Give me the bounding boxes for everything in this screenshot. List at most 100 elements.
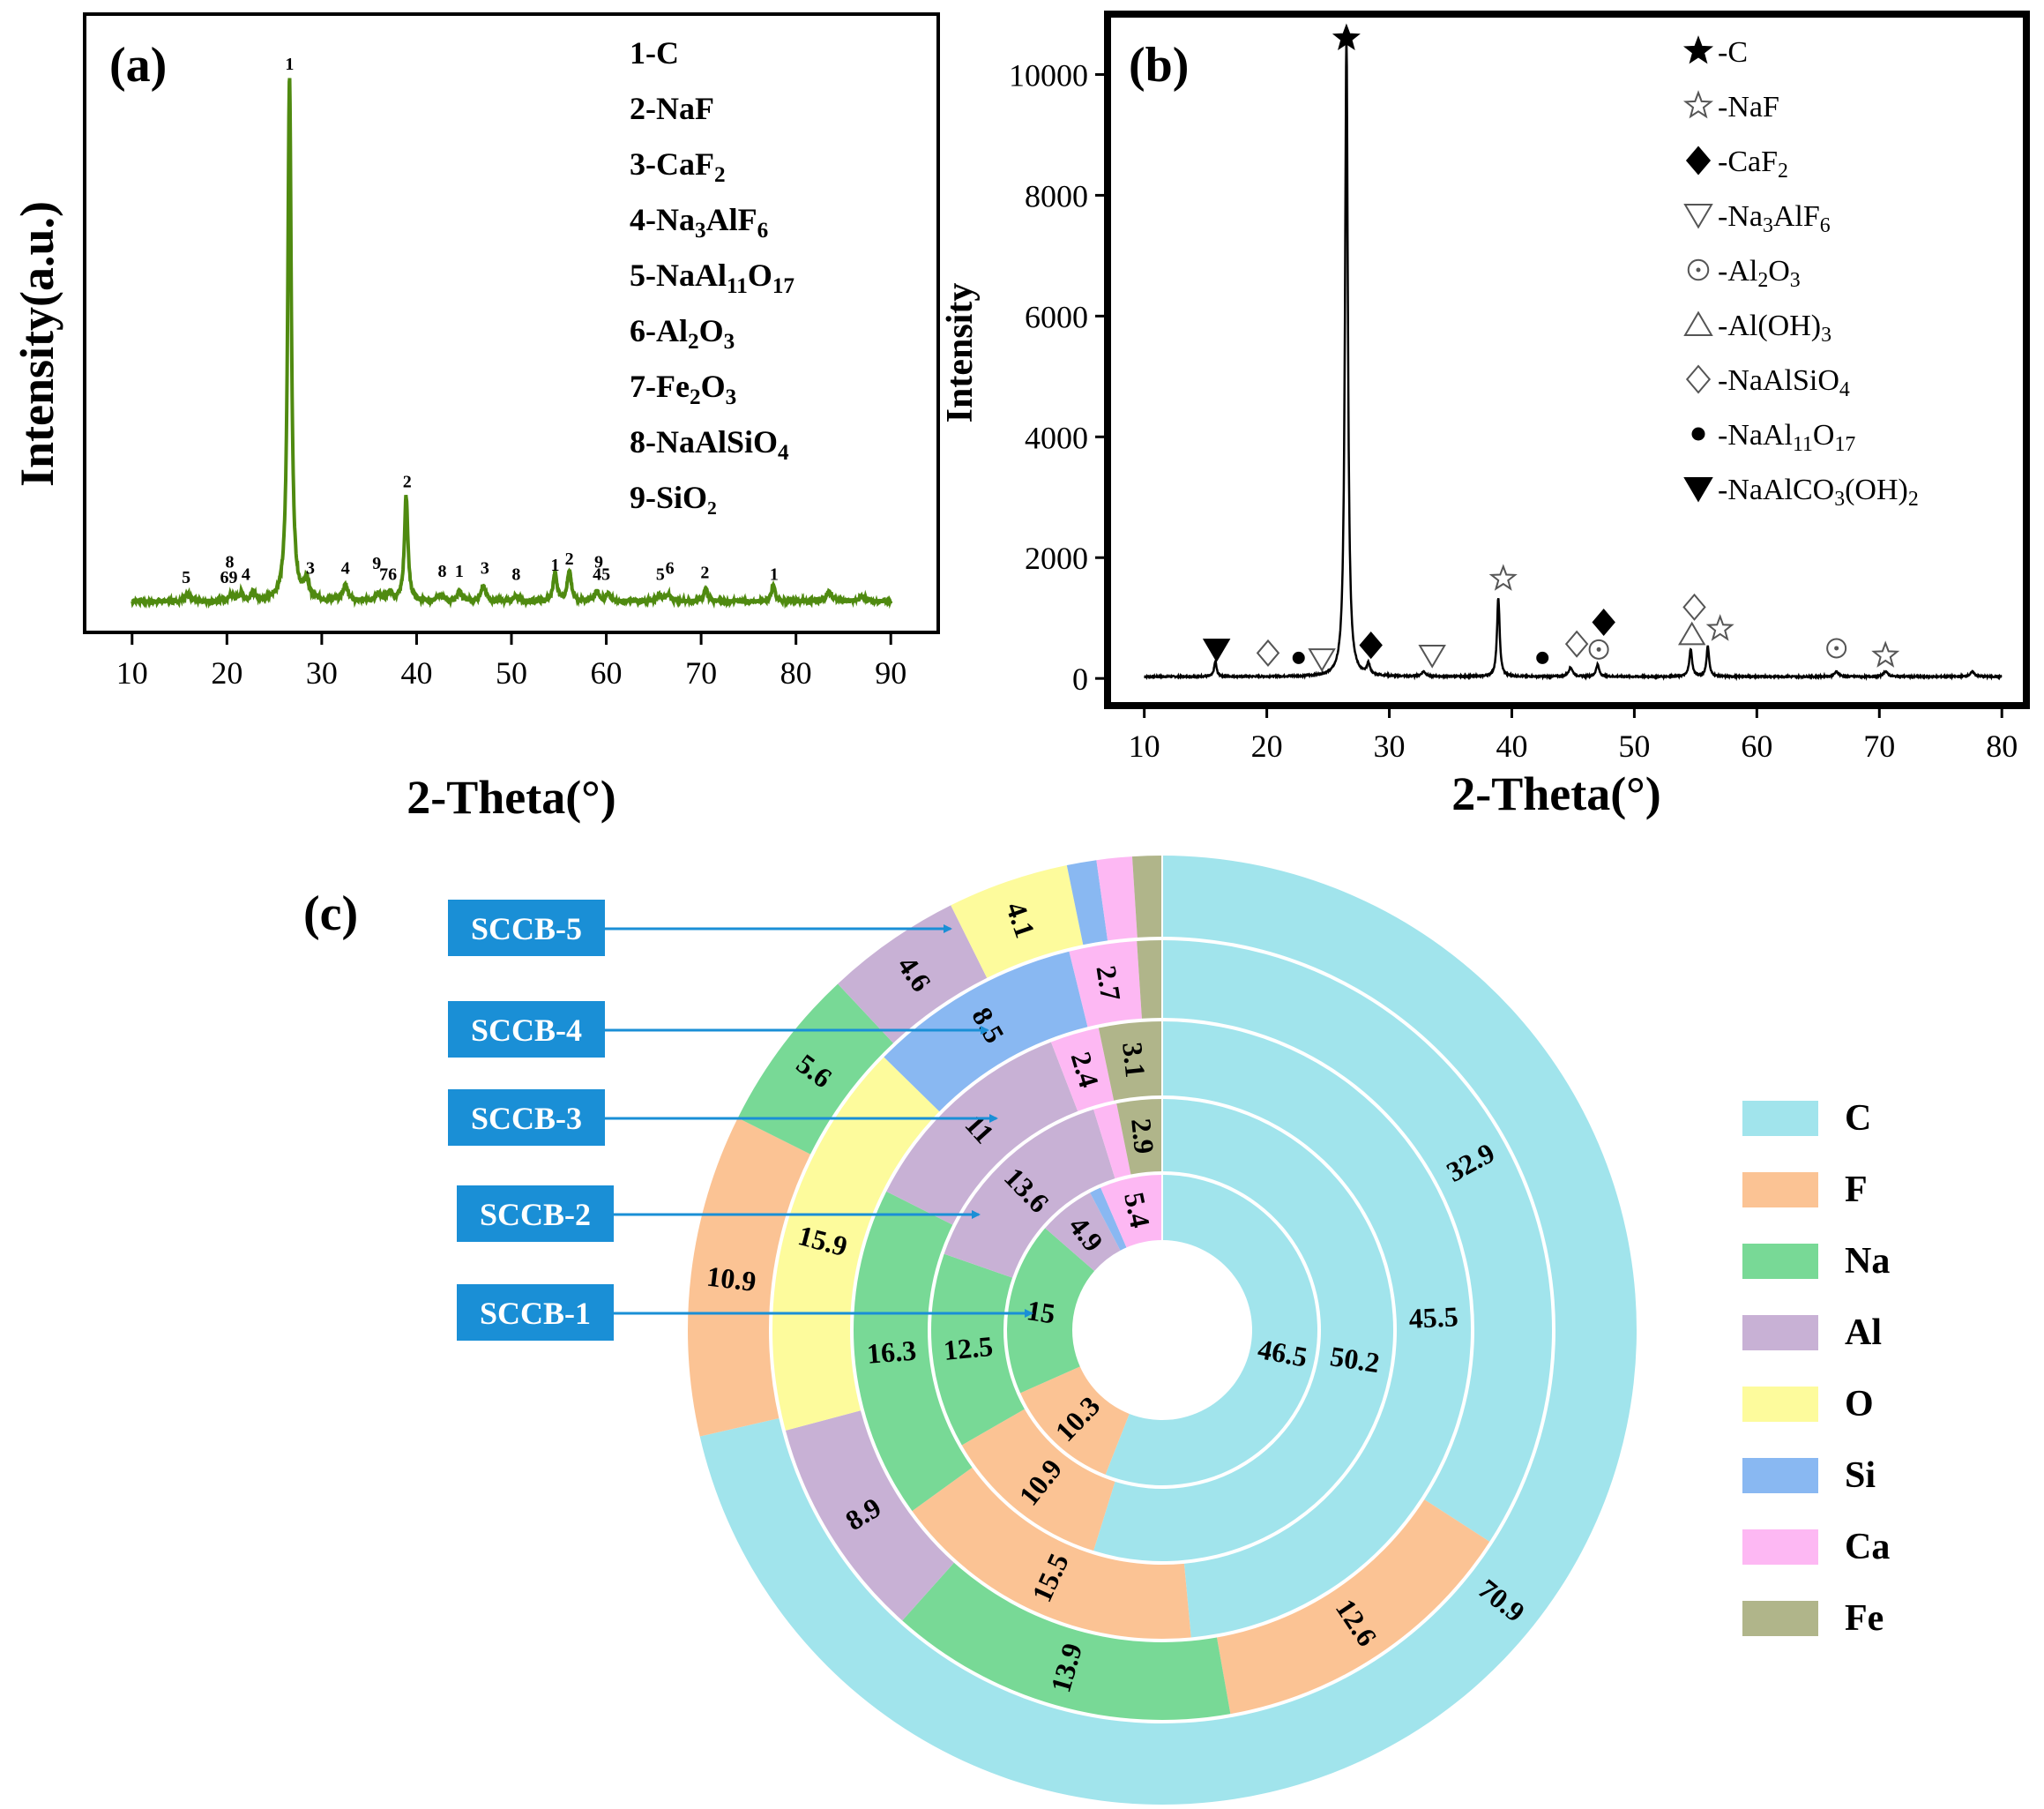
ring-segment-sccb-5-al bbox=[838, 905, 988, 1043]
diamond-filled-marker bbox=[1592, 608, 1615, 637]
ring-segment-sccb-3-c bbox=[1162, 1021, 1471, 1638]
star-open-marker bbox=[1871, 640, 1900, 668]
subscript: 17 bbox=[1834, 433, 1855, 456]
legend-text-part: NaAl bbox=[656, 258, 727, 293]
legend-text-part: -Al bbox=[1718, 255, 1757, 288]
peak-annotation: 69 bbox=[220, 568, 237, 587]
ring-segment-sccb-3-al bbox=[886, 1042, 1078, 1225]
circle-dot-center bbox=[1834, 646, 1839, 651]
peak-annotation: 3 bbox=[481, 558, 489, 578]
legend-label-c: Ca bbox=[1845, 1527, 1890, 1567]
sccb-label-box bbox=[457, 1284, 614, 1341]
ring-segment-sccb-5-na bbox=[737, 983, 894, 1155]
subscript: 3 bbox=[1834, 488, 1845, 511]
x-tick-label: 20 bbox=[1251, 729, 1283, 764]
subscript: 2 bbox=[1757, 269, 1768, 292]
legend-text-part: O bbox=[748, 258, 772, 293]
ring-segment-sccb-5-si bbox=[1066, 860, 1108, 946]
legend-label-c: F bbox=[1845, 1170, 1868, 1210]
x-tick-label: 30 bbox=[306, 655, 338, 691]
legend-text-part: CaF bbox=[656, 146, 714, 182]
peak-annotation: 76 bbox=[379, 564, 397, 584]
segment-value-label: 10.9 bbox=[705, 1260, 758, 1297]
peak-annotation: 4 bbox=[242, 564, 250, 584]
y-tick-label: 2000 bbox=[1025, 541, 1088, 576]
legend-label-c: Fe bbox=[1845, 1598, 1884, 1639]
legend-entry-b: -Al2O3 bbox=[1718, 255, 1801, 292]
peak-annotation: 5 bbox=[182, 568, 190, 587]
plot-frame bbox=[1104, 11, 2030, 709]
tri-down-filled-marker bbox=[1683, 477, 1713, 503]
sccb-label-box bbox=[448, 1089, 605, 1146]
peak-annotation: 1 bbox=[455, 562, 464, 581]
subscript: 2 bbox=[714, 163, 726, 187]
subscript: 3 bbox=[726, 385, 737, 409]
legend-text-part: (OH) bbox=[1845, 474, 1908, 506]
legend-text-part: SiO₂ bbox=[656, 480, 717, 515]
legend-text-part: AlF bbox=[706, 202, 757, 237]
subscript: 6 bbox=[757, 219, 769, 243]
subscript: 2 bbox=[688, 330, 699, 354]
sccb-label: SCCB-4 bbox=[471, 1013, 582, 1048]
peak-annotation: 8 bbox=[511, 564, 520, 584]
peak-annotation: 6 bbox=[666, 558, 675, 578]
diamond-filled-marker bbox=[1359, 631, 1383, 660]
star-open-marker bbox=[1488, 564, 1518, 591]
ring-segment-sccb-4-o bbox=[772, 1057, 940, 1431]
legend-text-part: NaAlSiO bbox=[656, 424, 778, 460]
legend-text-part: NaF bbox=[656, 91, 714, 126]
dot-marker bbox=[1292, 651, 1305, 664]
subscript: 3 bbox=[724, 330, 735, 354]
sccb-label-box bbox=[448, 900, 605, 956]
ring-segment-sccb-3-f bbox=[912, 1467, 1191, 1639]
peak-annotation: 45 bbox=[593, 564, 610, 584]
panel-c: 46.510.3154.95.450.210.912.513.62.945.51… bbox=[303, 854, 1890, 1805]
legend-swatch-na bbox=[1742, 1244, 1818, 1279]
ring-segment-sccb-2-f bbox=[961, 1409, 1115, 1551]
ring-segment-sccb-3-ca bbox=[1050, 1028, 1115, 1111]
subscript: 11 bbox=[727, 274, 748, 298]
peak-annotation: 1 bbox=[770, 564, 779, 584]
legend-entry-b: -NaAlCO3(OH)2 bbox=[1718, 474, 1919, 511]
legend-text-part: O bbox=[699, 313, 724, 348]
peak-annotation: 2 bbox=[403, 472, 412, 491]
diamond-open-marker bbox=[1256, 639, 1280, 667]
subscript: 17 bbox=[772, 274, 794, 298]
legend-text-part: C bbox=[656, 35, 679, 71]
star-filled-marker bbox=[1332, 23, 1361, 50]
legend-entry-a: 8-NaAlSiO4 bbox=[630, 424, 789, 465]
legend-text-part: Na bbox=[656, 202, 695, 237]
diamond-open-marker bbox=[1685, 364, 1712, 394]
sccb-label: SCCB-2 bbox=[480, 1197, 591, 1232]
y-axis-title-b: Intensity bbox=[940, 283, 981, 423]
star-open-marker bbox=[1682, 90, 1714, 119]
ring-segment-sccb-1-ca bbox=[1100, 1175, 1162, 1248]
legend-number: 5- bbox=[630, 258, 656, 293]
subscript: 4 bbox=[778, 441, 789, 465]
subscript: 3 bbox=[1763, 214, 1773, 237]
diamond-filled-marker bbox=[1685, 146, 1712, 176]
x-tick-label: 60 bbox=[1741, 729, 1772, 764]
y-axis-title-a: Intensity(a.u.) bbox=[11, 201, 63, 487]
ring-segment-sccb-3-fe bbox=[1098, 1021, 1162, 1101]
ring-segment-sccb-5-ca bbox=[1096, 856, 1138, 941]
y-tick-label: 4000 bbox=[1025, 420, 1088, 455]
peak-annotation: 3 bbox=[306, 558, 315, 578]
legend-label-c: C bbox=[1845, 1098, 1871, 1139]
legend-swatch-fe bbox=[1742, 1601, 1818, 1636]
subscript: 6 bbox=[1820, 214, 1831, 237]
legend-text-part: -CaF bbox=[1718, 146, 1778, 178]
x-tick-label: 10 bbox=[1129, 729, 1160, 764]
tri-down-filled-marker bbox=[1202, 639, 1231, 662]
subscript: 3 bbox=[1790, 269, 1801, 292]
legend-swatch-al bbox=[1742, 1315, 1818, 1350]
legend-number: 3- bbox=[630, 146, 656, 182]
subscript: 11 bbox=[1793, 433, 1813, 456]
dot-marker bbox=[1536, 651, 1549, 664]
x-tick-label: 70 bbox=[685, 655, 717, 691]
subscript: 2 bbox=[1908, 488, 1919, 511]
legend-label-c: Na bbox=[1845, 1241, 1890, 1282]
segment-value-label: 12.5 bbox=[942, 1330, 994, 1366]
x-tick-label: 80 bbox=[1986, 729, 2018, 764]
ring-segment-sccb-4-c bbox=[1162, 940, 1552, 1542]
